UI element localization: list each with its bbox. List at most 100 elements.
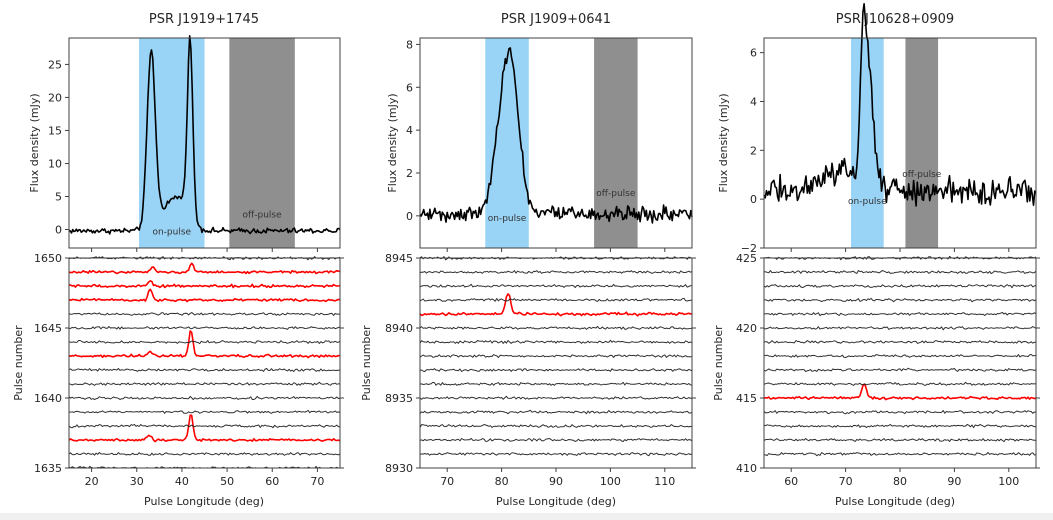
pulse-trace [420,368,692,372]
panel-1: PSR J1919+1745 on-pulse off-pulse 0 5 10 15 20… [12,12,344,508]
stack-xtick-label: 30 [130,475,144,488]
profile-frame [763,37,1037,249]
panel-1-profile-ylabel: Flux density (mJy) [28,93,41,192]
pulse-trace [420,354,692,358]
pulse-trace [420,270,692,274]
pulse-trace [764,326,1036,331]
stack-xtick-label: 40 [175,475,189,488]
panel-2-profile-ylabel: Flux density (mJy) [386,93,399,192]
profile-frame [419,37,693,249]
stack-ytick-label: 1640 [34,392,62,405]
pulse-trace [764,438,1036,443]
highlighted-pulse-trace [69,262,340,275]
stack-xtick-label: 70 [310,475,324,488]
off-pulse-label: off-pulse [902,170,942,180]
highlighted-pulse-trace [69,414,340,443]
stack-ytick-label: 1635 [34,462,62,475]
pulse-traces [420,256,692,457]
stack-ytick-label: 8945 [385,252,413,265]
pulse-trace [764,452,1036,457]
profile-ytick-label: 0 [750,193,757,206]
stack-background [420,258,692,468]
stack-frame [419,257,693,469]
panel-3-title: PSR J10628+0909 [836,12,954,27]
panel-1-xlabel: Pulse Longitude (deg) [144,495,264,508]
pulse-trace [69,312,340,316]
panel-2-profile-plot: on-pulse off-pulse 0 2 4 6 8 [406,37,693,252]
pulse-trace [69,395,340,401]
profile-ytick-label: 8 [406,38,413,51]
panel-2: PSR J1909+0641 on-pulse off-pulse 0 2 4 6 8 89… [360,12,696,508]
pulse-trace [764,284,1036,289]
pulse-trace [764,340,1036,344]
stack-ytick-label: 8930 [385,462,413,475]
panel-1-pulse-stack-plot: 1635 1640 1645 1650 20 30 40 50 60 70 [34,252,344,488]
pulse-trace [420,283,692,288]
profile-ytick-label: 2 [750,144,757,157]
pulse-trace [420,437,692,442]
stack-xtick-label: 90 [549,475,563,488]
pulse-trace [764,311,1036,317]
stack-xtick-label: 80 [495,475,509,488]
off-pulse-label: off-pulse [596,189,636,199]
panel-1-profile-plot: on-pulse off-pulse 0 5 10 15 20 25 [48,35,341,252]
stack-xtick-label: 50 [220,475,234,488]
profile-ytick-label: 4 [750,95,757,108]
stack-ytick-label: 425 [736,252,757,265]
profile-ytick-label: −2 [741,242,757,255]
on-pulse-region [851,38,884,248]
highlighted-pulse-trace [69,330,340,359]
pulse-trace [764,410,1036,415]
stack-ytick-label: 8935 [385,392,413,405]
stack-background [764,258,1036,468]
pulse-trace [764,367,1036,372]
panel-1-stack-ylabel: Pulse number [12,325,25,401]
profile-frame [68,37,341,249]
stack-ytick-label: 410 [736,462,757,475]
profile-line [419,47,693,224]
panel-1-title: PSR J1919+1745 [149,12,259,27]
pulse-trace [69,368,340,372]
stack-background [69,258,340,468]
profile-ytick-label: 5 [55,190,62,203]
pulse-trace [420,424,692,428]
stack-xtick-label: 20 [85,475,99,488]
stack-xtick-label: 70 [839,475,853,488]
pulse-trace [69,409,340,414]
profile-ytick-label: 0 [406,210,413,223]
on-pulse-label: on-pulse [488,214,527,224]
profile-ytick-label: 2 [406,167,413,180]
on-pulse-label: on-pulse [152,228,191,238]
pulse-trace [69,452,340,456]
stack-xtick-label: 100 [998,475,1019,488]
profile-ytick-label: 10 [48,157,62,170]
profile-ytick-label: 4 [406,124,413,137]
pulse-trace [69,340,340,345]
panel-2-pulse-stack-plot: 8930 8935 8940 8945 70 80 90 100 110 [385,252,696,488]
highlighted-pulse-trace [69,280,340,289]
panel-3-pulse-stack-plot: 410 415 420 425 60 70 80 90 100 [736,252,1040,488]
panel-2-title: PSR J1909+0641 [501,12,611,27]
stack-ytick-label: 420 [736,322,757,335]
profile-ytick-label: 0 [55,224,62,237]
stack-xtick-label: 60 [784,475,798,488]
pulse-trace [764,270,1036,275]
panel-2-stack-ylabel: Pulse number [360,325,373,401]
stack-xtick-label: 80 [893,475,907,488]
stack-ytick-label: 1650 [34,252,62,265]
stack-ytick-label: 415 [736,392,757,405]
pulse-trace [420,381,692,386]
pulse-trace [764,381,1036,386]
pulse-trace [420,339,692,344]
pulse-trace [420,409,692,415]
pulse-traces [69,256,340,468]
profile-ytick-label: 6 [750,47,757,60]
stack-xtick-label: 100 [600,475,621,488]
profile-ytick-label: 25 [48,58,62,71]
highlighted-pulse-trace [420,293,692,317]
pulse-trace [420,395,692,400]
stack-ytick-label: 8940 [385,322,413,335]
profile-ytick-label: 6 [406,81,413,94]
highlighted-pulse-trace [764,383,1036,401]
off-pulse-region [229,38,295,248]
